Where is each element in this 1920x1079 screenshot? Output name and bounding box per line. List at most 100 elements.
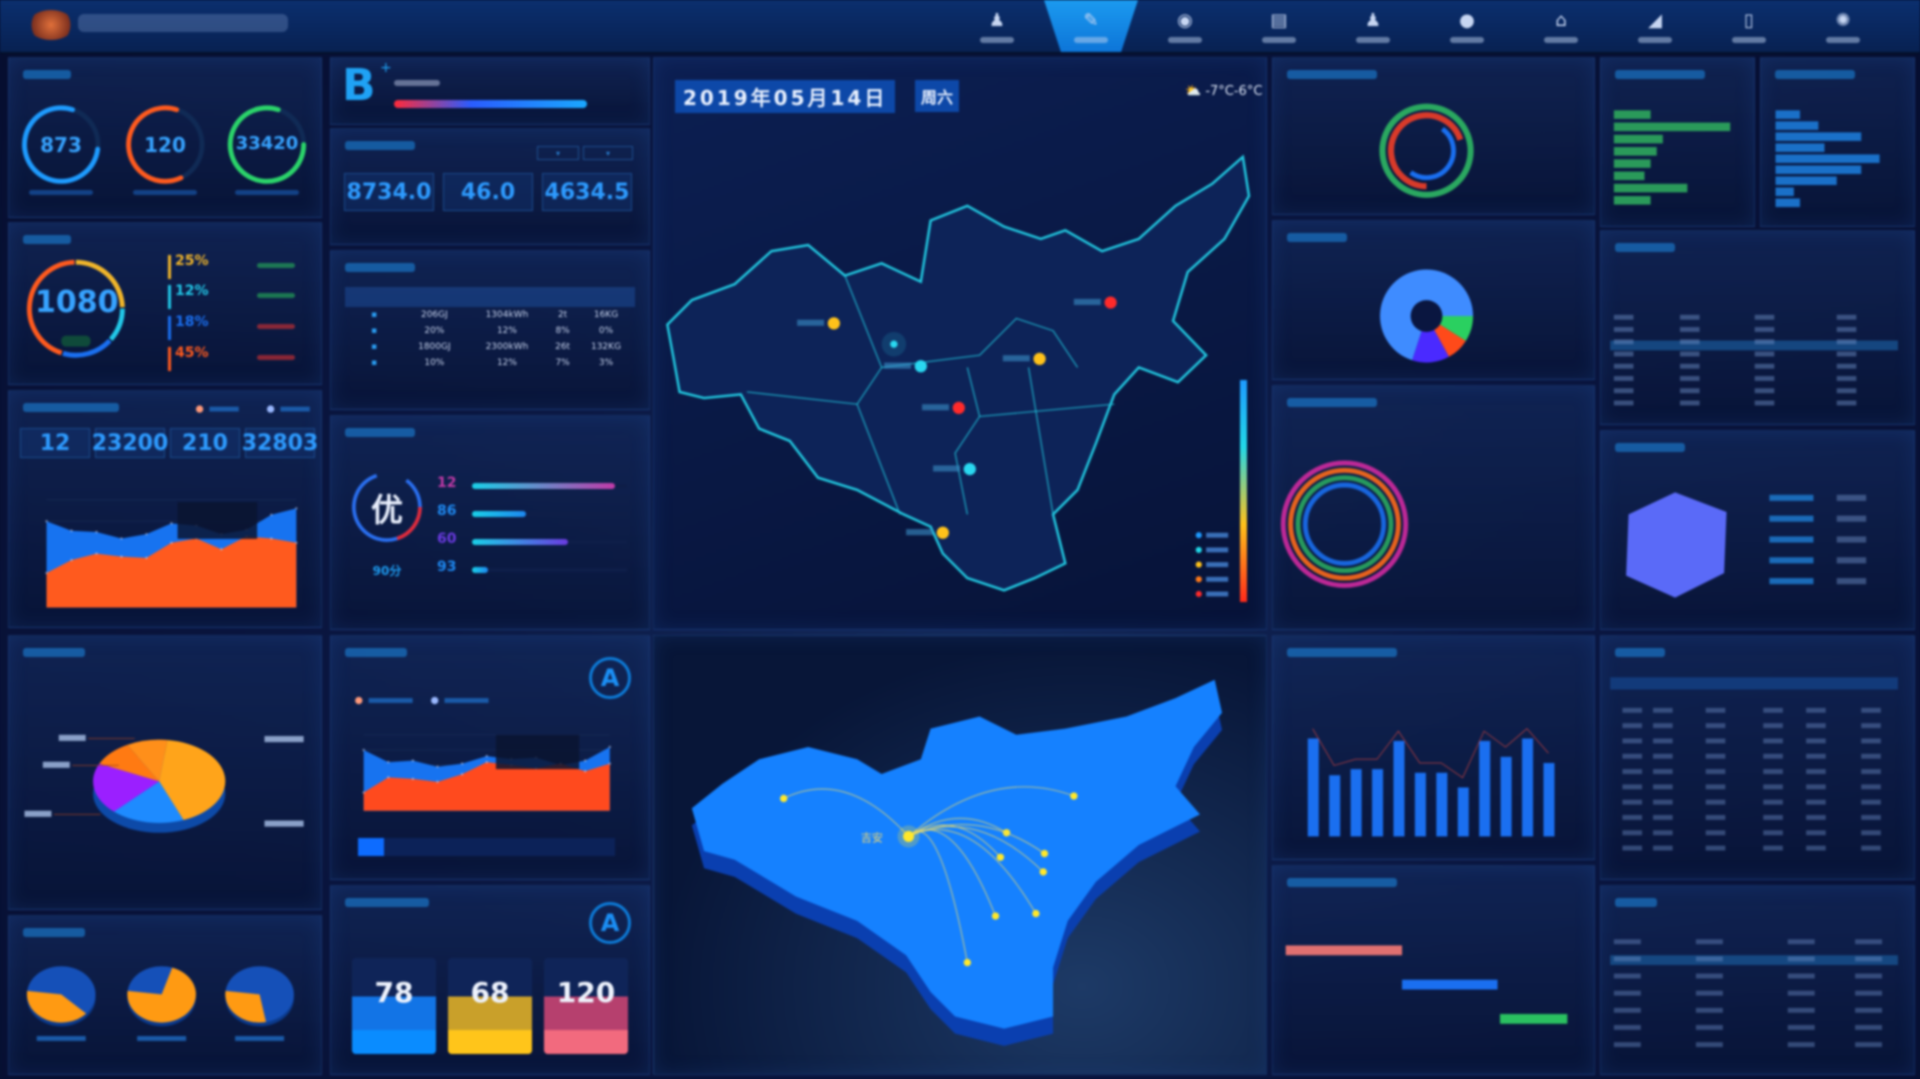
list-cell xyxy=(1763,753,1783,759)
gantt-bar xyxy=(1285,945,1403,956)
filter-dropdown[interactable]: ▾ xyxy=(537,146,579,160)
table-cell xyxy=(1754,363,1775,369)
records-cell xyxy=(1855,973,1883,979)
bar-trend-line xyxy=(1312,728,1549,779)
ring-chart xyxy=(1379,103,1474,198)
bar xyxy=(1393,740,1405,837)
legend-percent: 12% xyxy=(175,283,209,300)
equipment-card: 120 xyxy=(544,958,628,1054)
list-cell xyxy=(1861,830,1881,836)
panel-right-ring xyxy=(1272,57,1595,215)
table-cell xyxy=(1680,376,1700,381)
legend-label xyxy=(209,406,239,412)
panel-title xyxy=(1287,233,1347,242)
quality-chart-point xyxy=(583,759,587,762)
pie-label xyxy=(264,736,304,743)
list-cell xyxy=(1861,707,1881,713)
records-cell xyxy=(1855,1025,1883,1030)
list-cell xyxy=(1653,723,1673,729)
list-cell xyxy=(1763,815,1783,820)
chart-scrollbar[interactable] xyxy=(358,838,615,856)
table-cell xyxy=(1836,339,1857,345)
nav-tab[interactable]: ✎ xyxy=(1044,0,1138,52)
mini-pie-slice xyxy=(26,990,87,1023)
nav-tab[interactable]: ▤ xyxy=(1232,0,1326,52)
scrollbar-handle[interactable] xyxy=(358,838,384,856)
panel-daily-overview xyxy=(330,250,650,410)
nav-tab[interactable]: ♟ xyxy=(1326,0,1420,52)
table-cell xyxy=(1836,363,1857,369)
top-bar: ♟ ✎ ◉ ▤ ♟ ● ⌂ ◢ ▯ ✺ xyxy=(0,0,1920,54)
table-cell xyxy=(1680,363,1700,369)
legend-trend xyxy=(257,354,295,360)
target-dot xyxy=(991,912,1000,920)
power-chart-point xyxy=(170,522,173,525)
table-cell xyxy=(1836,314,1857,320)
target-dot xyxy=(1040,849,1049,858)
weather-marker-icon xyxy=(952,401,965,414)
records-cell xyxy=(1613,1025,1641,1030)
app-title xyxy=(78,14,288,32)
bar xyxy=(1436,772,1448,837)
grade-bar xyxy=(394,100,587,108)
nav-tab[interactable]: ♟ xyxy=(950,0,1044,52)
hbar-green xyxy=(1613,159,1651,168)
gantt-bar xyxy=(1500,1013,1568,1024)
hbar-green xyxy=(1613,110,1651,119)
weather-marker-icon xyxy=(936,526,949,539)
records-cell xyxy=(1613,990,1641,996)
table-cell xyxy=(1836,388,1857,394)
table-cell xyxy=(1836,351,1857,357)
nav-tab[interactable]: ◉ xyxy=(1138,0,1232,52)
legend-dot xyxy=(431,696,439,705)
table-cell xyxy=(1754,388,1775,394)
list-cell xyxy=(1622,769,1643,774)
ring-chart-segment xyxy=(1409,126,1456,180)
records-cell xyxy=(1695,973,1723,979)
filter-dropdown[interactable]: ▾ xyxy=(583,146,633,160)
nav-tab[interactable]: ⌂ xyxy=(1514,0,1608,52)
ring-caption xyxy=(133,189,198,195)
records-cell xyxy=(1695,990,1723,996)
table-cell xyxy=(1754,376,1775,381)
legend-trend xyxy=(257,293,295,299)
district-border xyxy=(1027,367,1054,515)
list-cell xyxy=(1763,723,1783,729)
chart-tooltip xyxy=(177,502,258,539)
district-label xyxy=(933,465,960,472)
nav-tab[interactable]: ● xyxy=(1420,0,1514,52)
list-cell xyxy=(1705,845,1726,851)
quality-chart-point xyxy=(583,770,587,773)
multi-ring xyxy=(1302,482,1387,566)
list-cell xyxy=(1861,723,1881,729)
list-cell xyxy=(1705,784,1726,790)
hbar-blue xyxy=(1775,121,1819,130)
table-cell xyxy=(1836,327,1857,332)
date-display: 2019年05月14日 xyxy=(675,80,896,113)
cost-ring-segment xyxy=(108,308,125,342)
pie-slice xyxy=(127,739,168,782)
district-border xyxy=(881,317,1079,369)
panel-title xyxy=(23,928,85,937)
nav-tab[interactable]: ✺ xyxy=(1796,0,1890,52)
radar-value xyxy=(1836,494,1867,501)
panel-right-bar-chart xyxy=(1272,635,1595,860)
legend-percent: 25% xyxy=(175,252,209,269)
grade-label xyxy=(394,80,440,86)
nav-tab[interactable]: ▯ xyxy=(1702,0,1796,52)
power-chart-series-area xyxy=(46,536,297,608)
eval-bar-value: 60 xyxy=(437,531,457,547)
table-cell xyxy=(1613,363,1634,369)
stat-box: 23200 xyxy=(92,428,168,458)
quality-chart-point xyxy=(485,760,488,764)
list-cell xyxy=(1653,784,1673,790)
table-cell xyxy=(1754,314,1775,320)
table-row: ▪ 10% 12% 7% 3% xyxy=(370,358,614,368)
legend-marker xyxy=(1195,576,1202,583)
nav-tab[interactable]: ◢ xyxy=(1608,0,1702,52)
bar xyxy=(1543,762,1555,837)
power-chart-point xyxy=(270,537,273,540)
hbar-green xyxy=(1613,122,1731,132)
quality-chart-point xyxy=(411,777,415,781)
table-cell xyxy=(1754,327,1775,332)
